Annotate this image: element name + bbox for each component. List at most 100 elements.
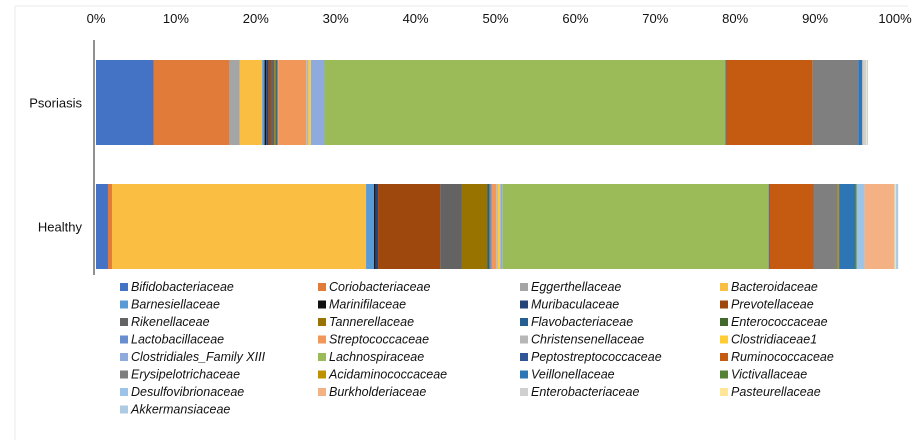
bar-segment xyxy=(500,184,503,269)
bar-segment xyxy=(274,60,276,145)
bar-segment xyxy=(863,60,864,145)
bar-segment xyxy=(107,184,112,269)
bar-segment xyxy=(867,60,868,145)
legend-swatch xyxy=(520,353,528,361)
bar-segment xyxy=(487,184,490,269)
legend-swatch xyxy=(318,353,326,361)
legend-label: Christensenellaceae xyxy=(531,333,644,347)
legend-swatch xyxy=(720,318,728,326)
legend-swatch xyxy=(120,353,128,361)
legend-label: Peptostreptococcaceae xyxy=(531,350,662,364)
legend-label: Coriobacteriaceae xyxy=(329,280,430,294)
bar-segment xyxy=(812,60,859,145)
bar-segment xyxy=(276,60,278,145)
legend-label: Clostridiales_Family XIII xyxy=(131,350,266,364)
category-labels: Psoriasis Healthy xyxy=(29,96,82,235)
bar-segment xyxy=(266,60,269,145)
legend-label: Ruminococcaceae xyxy=(731,350,834,364)
legend-label: Burkholderiaceae xyxy=(329,385,426,399)
bar-segment xyxy=(153,60,230,145)
x-tick-label: 50% xyxy=(482,11,508,26)
legend-swatch xyxy=(520,318,528,326)
bar-segment xyxy=(229,60,240,145)
frame-lines xyxy=(14,5,908,440)
legend-label: Enterococcaceae xyxy=(731,315,828,329)
x-tick-label: 30% xyxy=(323,11,349,26)
legend-swatch xyxy=(720,370,728,379)
legend-label: Flavobacteriaceae xyxy=(531,315,633,329)
legend-swatch xyxy=(720,300,728,309)
x-axis-ticks: 0% 10% 20% 30% 40% 50% 60% 70% 80% 90% 100% xyxy=(87,11,912,26)
x-tick-label: 10% xyxy=(163,11,189,26)
legend-swatch xyxy=(318,300,326,309)
legend-label: Bifidobacteriaceae xyxy=(131,280,234,294)
bar-segment xyxy=(497,184,501,269)
x-tick-label: 80% xyxy=(722,11,748,26)
legend-swatch xyxy=(520,370,528,379)
bar-segment xyxy=(96,184,108,269)
bar-segment xyxy=(863,60,867,145)
bar-segment xyxy=(855,184,857,269)
legend-swatch xyxy=(120,335,128,344)
bar-segment xyxy=(440,184,462,269)
bar-segment xyxy=(864,184,895,269)
category-label: Psoriasis xyxy=(29,96,82,111)
bar-segment xyxy=(275,60,277,145)
legend-label: Erysipelotrichaceae xyxy=(131,368,240,382)
category-label: Healthy xyxy=(38,220,83,235)
legend-label: Akkermansiaceae xyxy=(130,403,230,417)
bar-segment xyxy=(375,184,379,269)
legend-label: Clostridiaceae1 xyxy=(731,333,817,347)
legend-label: Streptococcaceae xyxy=(329,333,429,347)
bar-segment xyxy=(839,184,856,269)
x-tick-label: 70% xyxy=(642,11,668,26)
bar-segment xyxy=(866,60,868,145)
bar-segment xyxy=(306,60,309,145)
bar-segment xyxy=(895,184,896,269)
legend-swatch xyxy=(520,300,528,309)
bar-segment xyxy=(324,60,726,145)
legend-label: Tannerellaceae xyxy=(329,315,414,329)
bar-segment xyxy=(725,60,727,145)
legend-label: Acidaminococcaceae xyxy=(328,368,447,382)
legend-swatch xyxy=(120,405,128,414)
legend-swatch xyxy=(120,283,128,291)
legend-swatch xyxy=(318,388,326,396)
bar-segment xyxy=(768,184,770,269)
x-tick-label: 90% xyxy=(802,11,828,26)
x-tick-label: 100% xyxy=(878,11,912,26)
legend: Bifidobacteriaceae Coriobacteriaceae Egger… xyxy=(120,280,834,417)
bar-segment xyxy=(461,184,488,269)
bar-segment xyxy=(496,184,498,269)
legend-swatch xyxy=(520,388,528,396)
legend-label: Rikenellaceae xyxy=(131,315,210,329)
legend-swatch xyxy=(120,388,128,396)
bar-segment xyxy=(111,184,367,269)
legend-swatch xyxy=(720,335,728,344)
legend-label: Marinifilaceae xyxy=(329,298,406,312)
legend-label: Prevotellaceae xyxy=(731,298,814,312)
bar-segment xyxy=(277,60,279,145)
legend-label: Enterobacteriaceae xyxy=(531,385,639,399)
bar-segment xyxy=(278,60,307,145)
bar-segment xyxy=(264,60,267,145)
legend-label: Bacteroidaceae xyxy=(731,280,818,294)
bar-segment xyxy=(837,184,840,269)
x-tick-label: 40% xyxy=(403,11,429,26)
bar-segment xyxy=(491,184,497,269)
bar-segment xyxy=(366,184,375,269)
legend-label: Barnesiellaceae xyxy=(131,298,220,312)
x-tick-label: 60% xyxy=(562,11,588,26)
legend-swatch xyxy=(720,283,728,291)
legend-swatch xyxy=(120,300,128,309)
bar-segment xyxy=(378,184,441,269)
legend-label: Muribaculaceae xyxy=(531,298,619,312)
bar-segment xyxy=(268,60,271,145)
bar-segment xyxy=(856,184,865,269)
bar-segment xyxy=(502,184,769,269)
bar-segment xyxy=(239,60,263,145)
bar-segment xyxy=(489,184,490,269)
legend-swatch xyxy=(120,370,128,379)
